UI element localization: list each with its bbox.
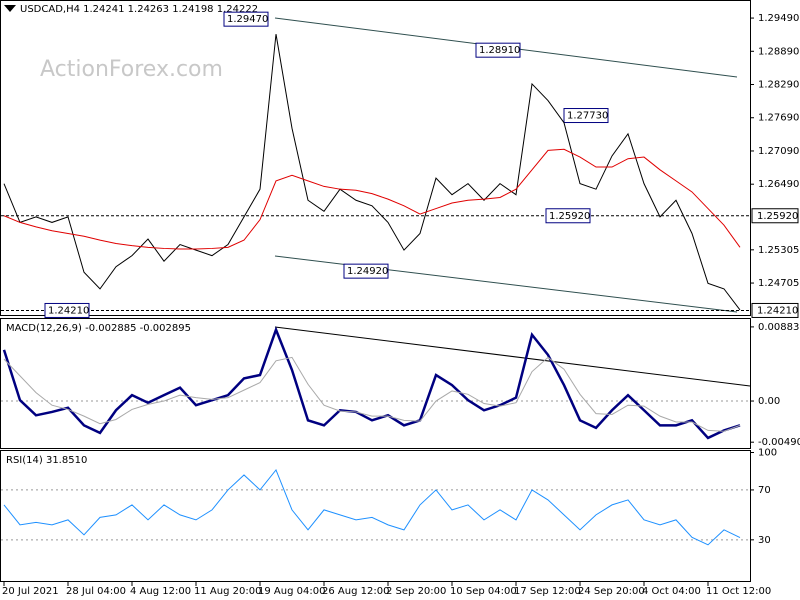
y-tick-label: 1.28890 — [758, 46, 799, 57]
x-tick-label: 17 Sep 12:00 — [514, 586, 581, 597]
y-tick-label: 1.24705 — [758, 278, 799, 289]
trend-line — [274, 326, 751, 387]
macd-panel — [0, 318, 751, 449]
level-label: 1.25920 — [757, 211, 798, 222]
annotation-box — [475, 42, 521, 58]
y-tick-label: 0.00 — [758, 396, 780, 407]
chart-title: USDCAD,H4 1.24241 1.24263 1.24198 1.2422… — [20, 4, 258, 15]
x-tick-label: 4 Aug 12:00 — [130, 586, 191, 597]
y-tick-label: 30 — [758, 535, 771, 546]
y-tick-label: 1.27690 — [758, 113, 799, 124]
y-tick-label: 1.28290 — [758, 80, 799, 91]
annotation: 1.24920 — [347, 266, 388, 277]
annotation: 1.24210 — [48, 305, 89, 316]
level-label-box — [751, 208, 799, 224]
annotation: 1.29470 — [227, 14, 268, 25]
annotation-box — [343, 263, 389, 279]
y-tick-label: 1.26490 — [758, 179, 799, 190]
x-tick-label: 24 Sep 20:00 — [578, 586, 645, 597]
annotation: 1.28910 — [479, 45, 520, 56]
symbol-icon — [4, 5, 16, 12]
x-tick-label: 11 Oct 12:00 — [706, 586, 771, 597]
annotation-box — [44, 302, 90, 318]
macd-title: MACD(12,26,9) -0.002885 -0.002895 — [6, 323, 191, 334]
level-label: 1.24210 — [757, 305, 798, 316]
series-line — [3, 34, 741, 311]
series-line — [3, 356, 741, 432]
x-tick-label: 28 Jul 04:00 — [66, 586, 126, 597]
annotation: 1.25920 — [549, 211, 590, 222]
series-line — [3, 468, 741, 546]
annotation-box — [223, 11, 269, 27]
series-line — [2, 326, 741, 440]
y-tick-label: 1.29490 — [758, 13, 799, 24]
y-tick-label: 1.27090 — [758, 146, 799, 157]
x-tick-label: 10 Sep 04:00 — [450, 586, 517, 597]
x-tick-label: 20 Jul 2021 — [2, 586, 59, 597]
rsi-panel — [0, 450, 751, 582]
x-tick-label: 4 Oct 04:00 — [642, 586, 701, 597]
x-tick-label: 2 Sep 20:00 — [386, 586, 446, 597]
price-panel — [0, 0, 751, 316]
y-tick-label: 100 — [758, 447, 777, 458]
annotation: 1.27730 — [567, 111, 608, 122]
x-tick-label: 19 Aug 04:00 — [258, 586, 325, 597]
annotation-box — [563, 108, 609, 124]
annotation-box — [545, 208, 591, 224]
x-tick-label: 26 Aug 12:00 — [322, 586, 389, 597]
series-line — [3, 148, 741, 250]
level-label-box — [751, 302, 799, 318]
y-tick-label: -0.004907 — [758, 437, 800, 448]
y-tick-label: 0.008839 — [758, 322, 800, 333]
y-tick-label: 70 — [758, 485, 771, 496]
watermark: ActionForex.com — [40, 57, 223, 82]
x-tick-label: 11 Aug 20:00 — [194, 586, 261, 597]
y-tick-label: 1.25305 — [758, 245, 799, 256]
rsi-title: RSI(14) 31.8510 — [6, 455, 87, 466]
